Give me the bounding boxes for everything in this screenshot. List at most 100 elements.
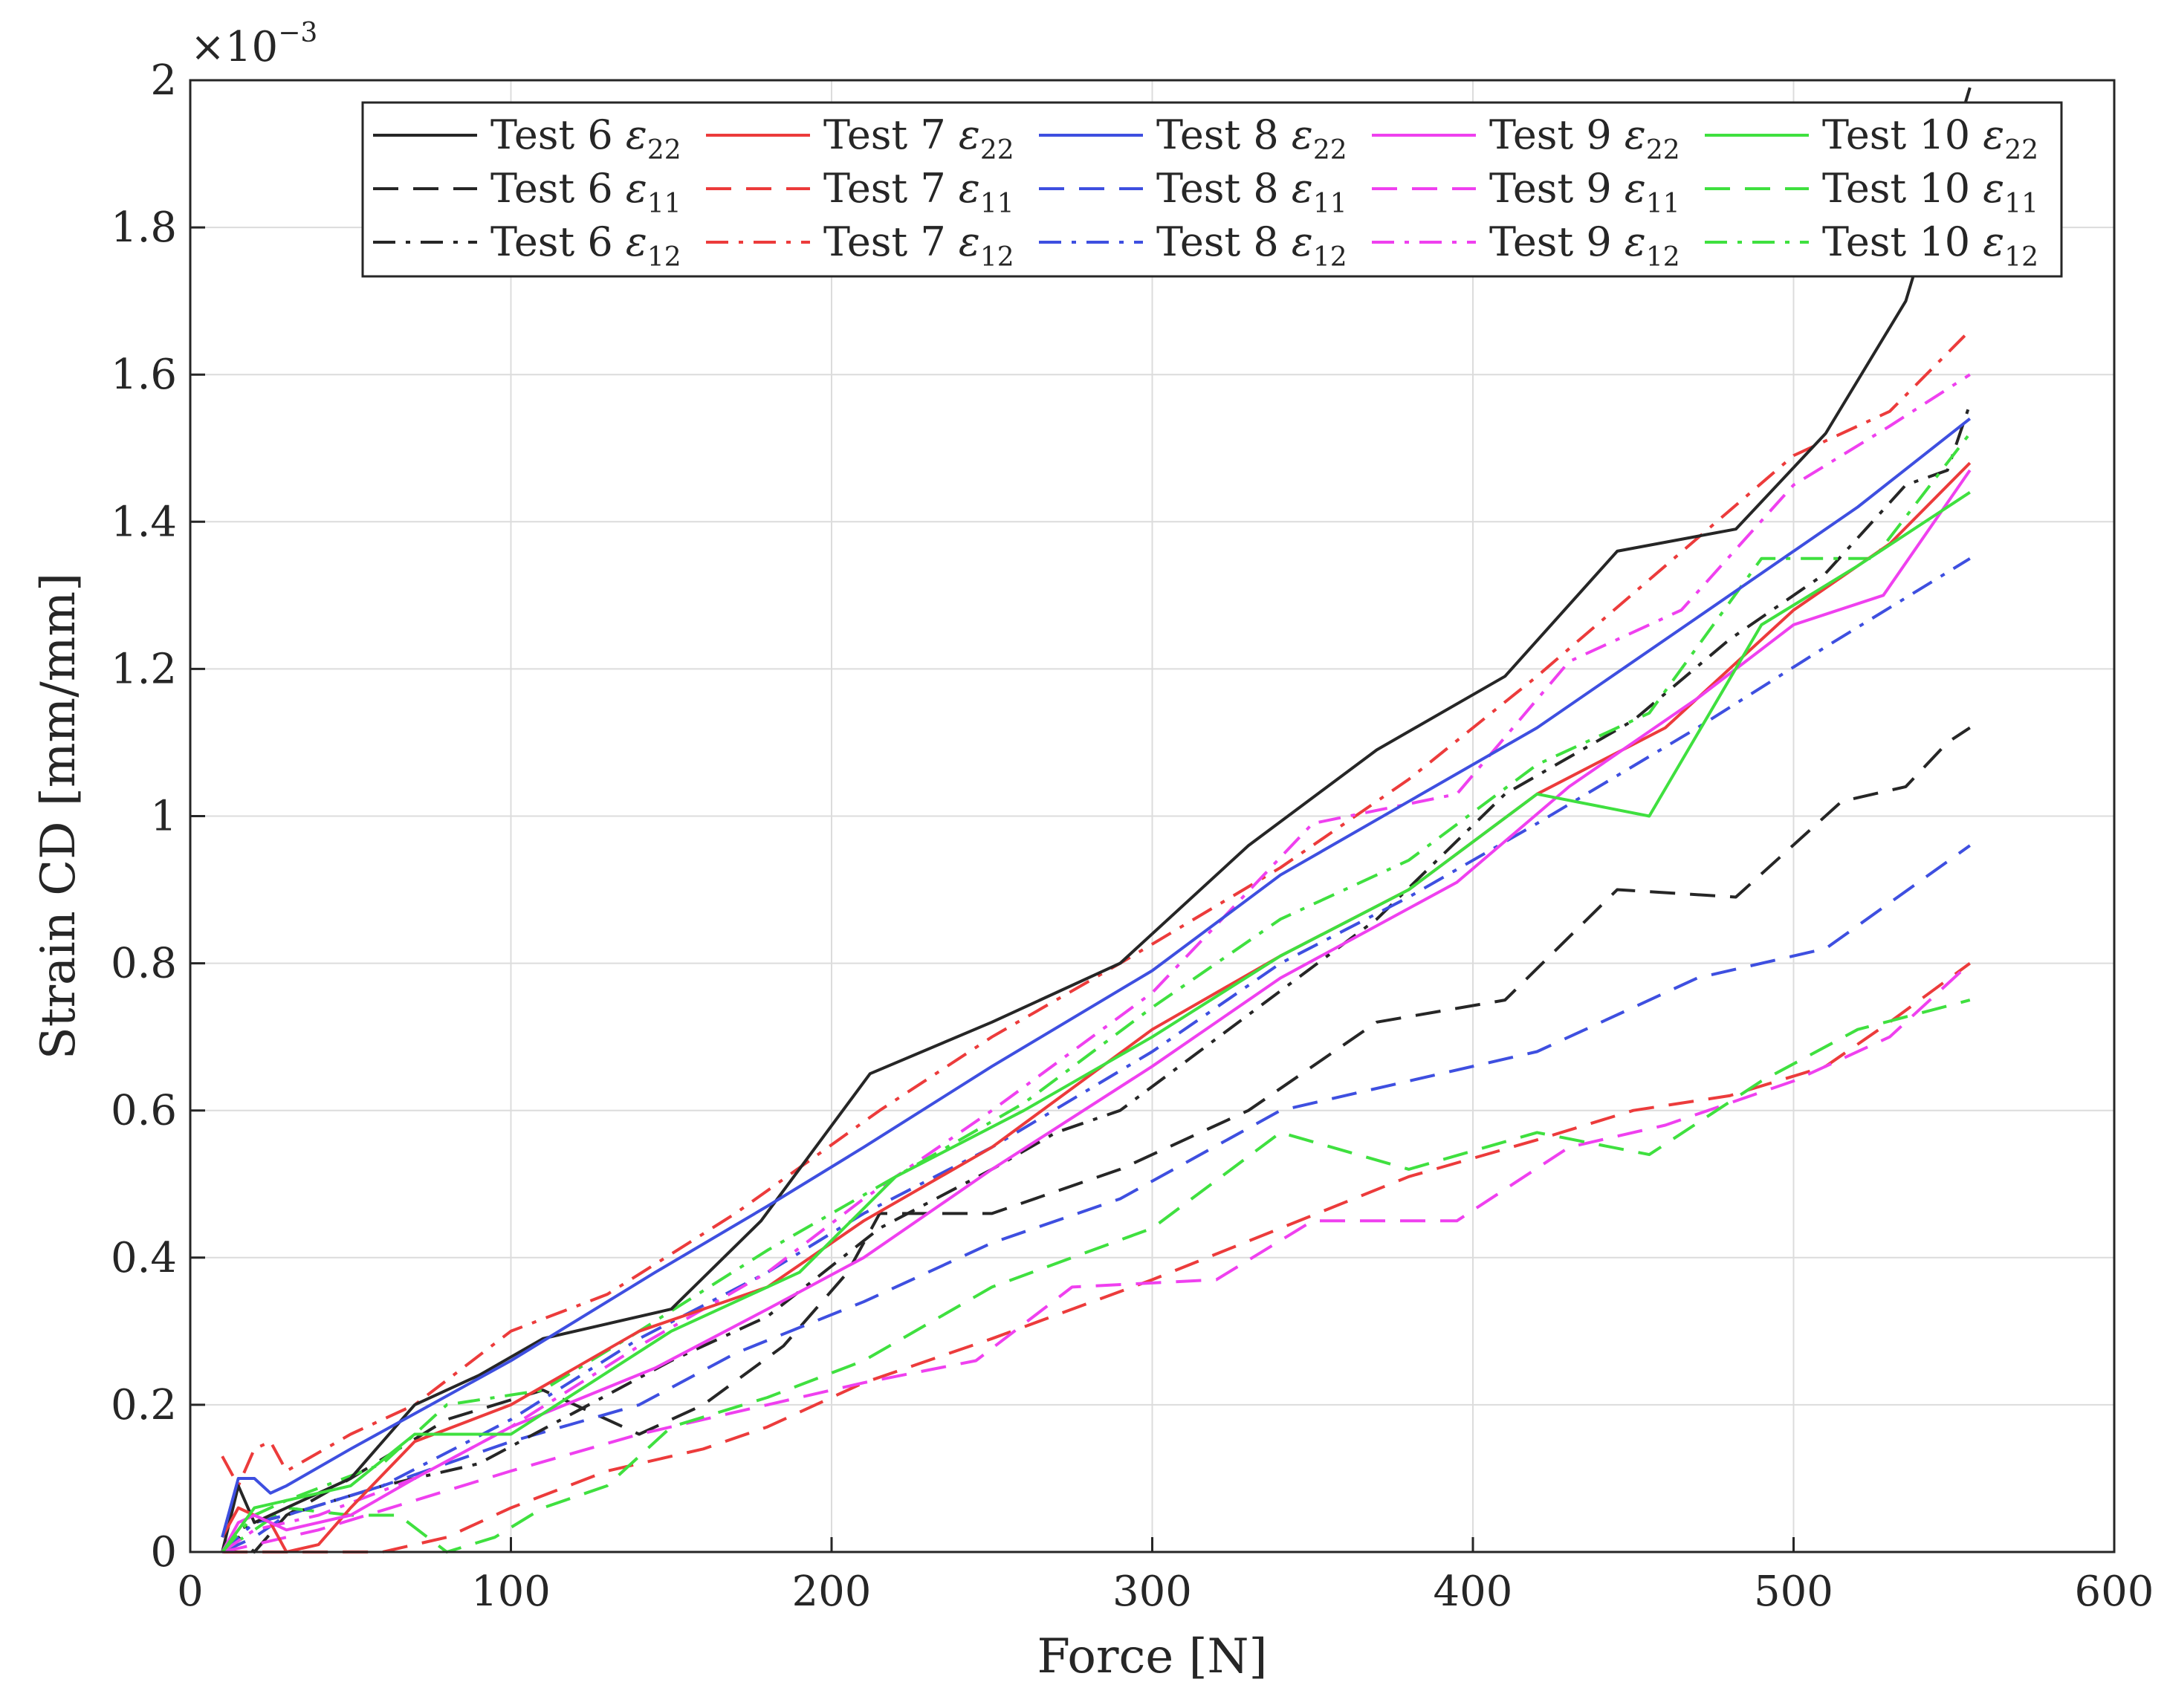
legend-label-epsilon: ε	[626, 218, 647, 265]
series-line-test-10-e11	[221, 999, 1971, 1553]
legend-label-name: Test 10	[1822, 165, 1983, 212]
legend-label-name: Test 9	[1489, 165, 1625, 212]
legend-label-subscript: 11	[2004, 189, 2038, 219]
legend-label-epsilon: ε	[1983, 111, 2004, 158]
legend-label-epsilon: ε	[959, 218, 980, 265]
series-line-test-10-e12	[221, 432, 1972, 1553]
legend-label-subscript: 22	[1313, 135, 1347, 166]
legend-label: Test 8 ε12	[1156, 218, 1347, 273]
legend-label: Test 9 ε12	[1489, 218, 1680, 273]
legend-label: Test 7 ε22	[823, 111, 1014, 166]
legend-label: Test 8 ε22	[1156, 111, 1347, 166]
legend-label-subscript: 22	[2004, 135, 2038, 166]
y-tick-label: 1.2	[111, 645, 177, 693]
y-tick-label: 1.8	[111, 204, 177, 252]
series-line-test-9-e12	[221, 373, 1971, 1553]
y-tick-label: 1.4	[111, 498, 177, 546]
legend-label: Test 10 ε22	[1822, 111, 2038, 166]
x-tick-label: 0	[177, 1568, 204, 1616]
legend-label: Test 8 ε11	[1156, 165, 1347, 219]
legend-label-epsilon: ε	[1625, 165, 1646, 212]
legend-label-name: Test 10	[1822, 218, 1983, 265]
legend-label: Test 6 ε12	[490, 218, 681, 273]
legend-label-name: Test 8	[1156, 111, 1292, 158]
series-layer	[221, 87, 1972, 1553]
legend-label: Test 6 ε11	[490, 165, 681, 219]
legend-label-subscript: 11	[1313, 189, 1347, 219]
x-tick-label: 600	[2075, 1568, 2154, 1616]
legend-label: Test 9 ε11	[1489, 165, 1680, 219]
legend-label-name: Test 9	[1489, 218, 1625, 265]
legend-label: Test 7 ε12	[823, 218, 1014, 273]
series-line-test-7-e12	[221, 329, 1972, 1487]
legend-label-epsilon: ε	[1292, 165, 1313, 212]
legend-label-epsilon: ε	[1292, 218, 1313, 265]
y-axis-title: Strain CD [mm/mm]	[31, 573, 86, 1059]
y-exponent-base: ×10	[190, 23, 278, 71]
legend-label: Test 9 ε22	[1489, 111, 1680, 166]
axis-ticks	[189, 79, 2116, 1553]
legend-label-subscript: 12	[1646, 242, 1680, 273]
series-line-test-8-e12	[221, 557, 1971, 1553]
legend-label-epsilon: ε	[959, 165, 980, 212]
legend-label-name: Test 8	[1156, 165, 1292, 212]
x-tick-label: 100	[471, 1568, 551, 1616]
y-tick-label: 2	[150, 56, 177, 105]
legend-box	[361, 101, 2063, 278]
legend-label-name: Test 6	[490, 218, 626, 265]
legend-label-epsilon: ε	[626, 111, 647, 158]
tick-labels: 0 100 200 300 400 500 600 0 0.2 0.4 0.6 0.8 1 1.2 1.4 1…	[111, 56, 2154, 1616]
legend-label: Test 10 ε11	[1822, 165, 2038, 219]
legend-label-epsilon: ε	[1625, 111, 1646, 158]
legend-label-subscript: 11	[1646, 189, 1680, 219]
legend-label: Test 7 ε11	[823, 165, 1014, 219]
legend-label-subscript: 22	[980, 135, 1014, 166]
legend-label-subscript: 11	[980, 189, 1014, 219]
legend-label-name: Test 6	[490, 165, 626, 212]
legend: Test 6 ε22 Test 7 ε22 Test 8 ε22 Test 9 ε22…	[361, 101, 2063, 278]
x-tick-label: 300	[1112, 1568, 1192, 1616]
y-tick-label: 0	[150, 1528, 177, 1577]
y-exponent-power: −3	[278, 18, 317, 48]
legend-label-name: Test 9	[1489, 111, 1625, 158]
legend-label-epsilon: ε	[959, 111, 980, 158]
legend-label-name: Test 6	[490, 111, 626, 158]
y-tick-label: 0.6	[111, 1087, 177, 1135]
legend-label-subscript: 11	[647, 189, 681, 219]
series-line-test-9-e11	[221, 962, 1972, 1553]
series-line-test-8-e22	[221, 418, 1972, 1538]
legend-label-name: Test 10	[1822, 111, 1983, 158]
legend-label-subscript: 12	[2004, 242, 2038, 273]
y-tick-label: 0.8	[111, 940, 177, 988]
y-tick-label: 0.2	[111, 1381, 177, 1429]
x-tick-label: 200	[792, 1568, 872, 1616]
series-line-test-6-e22	[221, 87, 1972, 1553]
legend-label-name: Test 7	[823, 111, 959, 158]
legend-label-subscript: 22	[647, 135, 681, 166]
legend-label-subscript: 12	[980, 242, 1014, 273]
series-line-test-7-e11	[222, 961, 1971, 1553]
legend-label-epsilon: ε	[1292, 111, 1313, 158]
legend-label-epsilon: ε	[626, 165, 647, 212]
legend-label: Test 6 ε22	[490, 111, 681, 166]
legend-label-subscript: 12	[647, 242, 681, 273]
y-exponent-label: ×10−3	[190, 18, 317, 71]
legend-label-name: Test 8	[1156, 218, 1292, 265]
legend-label-subscript: 22	[1646, 135, 1680, 166]
x-tick-label: 500	[1754, 1568, 1833, 1616]
legend-label: Test 10 ε12	[1822, 218, 2038, 273]
series-line-test-9-e22	[221, 469, 1972, 1553]
x-axis-title: Force [N]	[1037, 1629, 1267, 1684]
y-tick-label: 0.4	[111, 1234, 177, 1282]
legend-label-epsilon: ε	[1625, 218, 1646, 265]
x-tick-label: 400	[1434, 1568, 1513, 1616]
legend-label-subscript: 12	[1313, 242, 1347, 273]
legend-label-epsilon: ε	[1983, 218, 2004, 265]
y-tick-label: 1	[150, 793, 177, 841]
legend-label-epsilon: ε	[1983, 165, 2004, 212]
series-line-test-6-e12	[221, 403, 1972, 1553]
series-line-test-10-e22	[221, 491, 1971, 1553]
y-tick-label: 1.6	[111, 351, 177, 399]
